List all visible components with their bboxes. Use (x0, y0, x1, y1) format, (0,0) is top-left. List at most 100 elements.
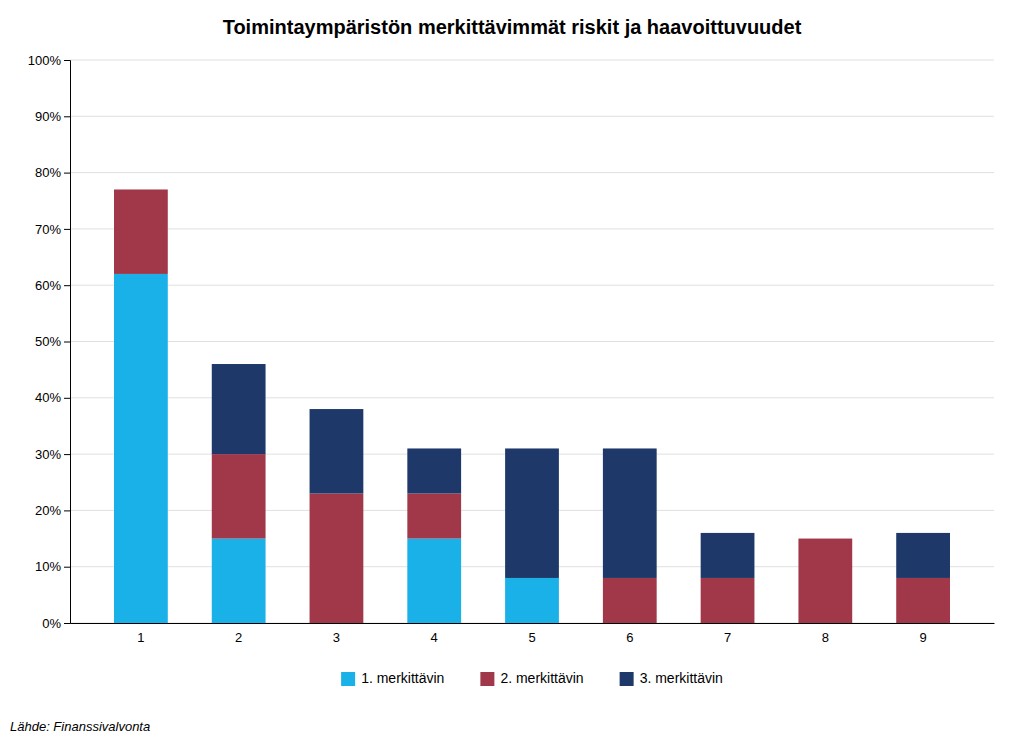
y-tick-mark (64, 623, 70, 624)
x-tick-label: 6 (626, 630, 633, 645)
y-tick-label: 40% (35, 390, 61, 405)
y-tick: 20% (35, 503, 70, 518)
y-tick: 30% (35, 447, 70, 462)
grid (70, 60, 994, 623)
y-tick-mark (64, 285, 70, 286)
y-tick: 60% (35, 278, 70, 293)
bar (114, 189, 168, 273)
bar (310, 494, 364, 623)
series (114, 189, 950, 623)
x-tick: 7 (724, 630, 731, 645)
bar (114, 274, 168, 623)
bars (114, 189, 950, 623)
bar (212, 539, 266, 623)
bar (114, 189, 168, 190)
x-tick-label: 8 (822, 630, 829, 645)
bar (896, 578, 950, 623)
bar (310, 409, 364, 493)
legend-item: 3. merkittävin (620, 670, 723, 686)
legend-swatch (620, 672, 634, 686)
x-tick: 3 (333, 630, 340, 645)
y-tick-label: 80% (35, 165, 61, 180)
series (114, 274, 559, 623)
y-tick: 0% (42, 616, 70, 631)
bar (212, 364, 266, 454)
y-tick-label: 70% (35, 222, 61, 237)
y-tick-mark (64, 567, 70, 568)
x-tick: 5 (528, 630, 535, 645)
bar (701, 578, 755, 623)
grid-line (70, 228, 994, 229)
y-tick-mark (64, 454, 70, 455)
y-tick: 40% (35, 390, 70, 405)
x-tick: 2 (235, 630, 242, 645)
x-tick-label: 9 (919, 630, 926, 645)
y-tick-mark (64, 342, 70, 343)
x-tick: 4 (431, 630, 438, 645)
x-axis: 1 2 3 4 5 6 7 8 9 (71, 624, 995, 646)
x-tick-label: 4 (431, 630, 438, 645)
plot: 1234567890%10%20%30%40%50%60%70%80%90%10… (28, 53, 995, 646)
y-tick-label: 50% (35, 334, 61, 349)
legend-label: 1. merkittävin (361, 670, 444, 686)
y-tick-label: 90% (35, 109, 61, 124)
x-tick-label: 3 (333, 630, 340, 645)
legend: 1. merkittävin 2. merkittävin 3. merkittäv… (341, 670, 723, 686)
x-tick-label: 1 (137, 630, 144, 645)
x-tick: 8 (822, 630, 829, 645)
bar (407, 539, 461, 623)
y-tick-mark (64, 229, 70, 230)
y-tick-mark (64, 116, 70, 117)
x-tick-label: 7 (724, 630, 731, 645)
x-tick: 6 (626, 630, 633, 645)
y-tick-mark (64, 398, 70, 399)
x-tick-label: 5 (528, 630, 535, 645)
y-tick: 100% (28, 53, 70, 68)
bar (407, 494, 461, 539)
bar (798, 538, 852, 539)
grid-line (70, 397, 994, 398)
x-tick: 1 (137, 630, 144, 645)
y-tick-label: 10% (35, 559, 61, 574)
bar (603, 578, 657, 623)
y-axis-line (64, 61, 71, 624)
bar (505, 448, 559, 577)
source-note: Lähde: Finanssivalvonta (10, 719, 150, 734)
bar (798, 539, 852, 623)
y-tick-mark (64, 173, 70, 174)
legend-label: 2. merkittävin (500, 670, 583, 686)
bar (701, 533, 755, 578)
grid-line (70, 116, 994, 117)
y-tick-mark (64, 510, 70, 511)
grid-line (70, 341, 994, 342)
y-tick-label: 0% (42, 616, 61, 631)
grid-line (70, 285, 994, 286)
y-tick-label: 60% (35, 278, 61, 293)
series (212, 364, 950, 578)
y-tick: 50% (35, 334, 70, 349)
title: Toimintaympäristön merkittävimmät riskit… (223, 16, 802, 38)
grid-line (70, 60, 994, 61)
y-axis: 0% 10% 20% 30% 40% 50% 60% 70% 80% 90% 100% (28, 53, 71, 631)
legend-swatch (480, 672, 494, 686)
chart: Toimintaympäristön merkittävimmät riskit… (0, 0, 1024, 743)
bar (407, 448, 461, 493)
legend-swatch (341, 672, 355, 686)
legend-item: 2. merkittävin (480, 670, 583, 686)
legend-label: 3. merkittävin (640, 670, 723, 686)
y-tick-label: 100% (28, 53, 62, 68)
bar (896, 533, 950, 578)
y-tick-label: 20% (35, 503, 61, 518)
x-tick-label: 2 (235, 630, 242, 645)
y-tick: 80% (35, 165, 70, 180)
x-axis-line (71, 623, 995, 624)
y-tick-mark (64, 60, 70, 61)
y-tick-label: 30% (35, 447, 61, 462)
x-tick: 9 (919, 630, 926, 645)
y-tick: 90% (35, 109, 70, 124)
grid-line (70, 172, 994, 173)
bar (212, 454, 266, 538)
bar (603, 448, 657, 577)
legend-item: 1. merkittävin (341, 670, 444, 686)
bar (505, 578, 559, 623)
